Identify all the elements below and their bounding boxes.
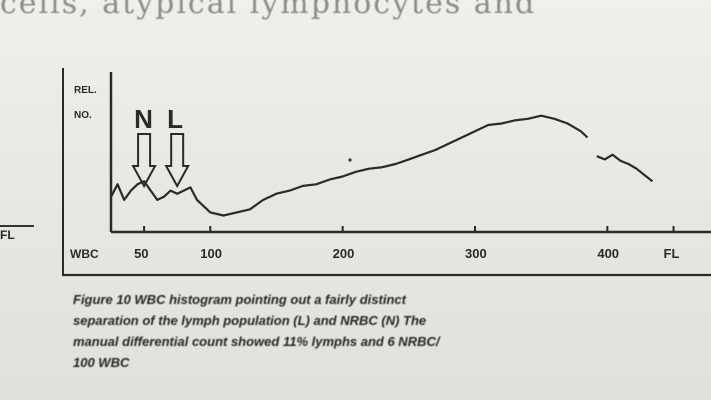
y-axis-label-line2: NO. xyxy=(74,110,92,121)
annotation-label-N: N xyxy=(134,104,153,134)
annotation-label-L: L xyxy=(167,104,183,134)
x-tick-label-FL: FL xyxy=(664,246,680,261)
histogram-curve-segment-2 xyxy=(596,153,654,183)
x-tick-label-300: 300 xyxy=(465,246,487,261)
x-tick-label-400: 400 xyxy=(597,246,619,261)
annotation-arrow-N xyxy=(131,133,157,189)
caption-line-2: separation of the lymph population (L) a… xyxy=(73,313,427,328)
x-tick-label-200: 200 xyxy=(333,246,355,261)
annotation-L: L xyxy=(164,104,190,189)
annotation-arrow-L xyxy=(164,133,190,189)
caption-line-3: manual differential count showed 11% lym… xyxy=(73,334,440,349)
margin-label: FL xyxy=(0,228,15,242)
margin-rule xyxy=(0,225,34,247)
x-tick-label-100: 100 xyxy=(200,246,222,261)
caption-line-4: 100 WBC xyxy=(73,355,130,370)
figure-caption: Figure 10 WBC histogram pointing out a f… xyxy=(73,289,709,373)
cropped-body-text: cells, atypical lymphocytes and xyxy=(0,0,537,21)
histogram-curve-segment-1 xyxy=(110,114,589,217)
x-axis-label: WBC xyxy=(70,247,99,261)
stray-dot xyxy=(348,158,352,162)
y-axis-label-line1: REL. xyxy=(74,85,97,96)
annotation-N: N xyxy=(131,104,157,189)
caption-line-1: Figure 10 WBC histogram pointing out a f… xyxy=(73,292,406,307)
x-tick-label-50: 50 xyxy=(134,246,148,261)
